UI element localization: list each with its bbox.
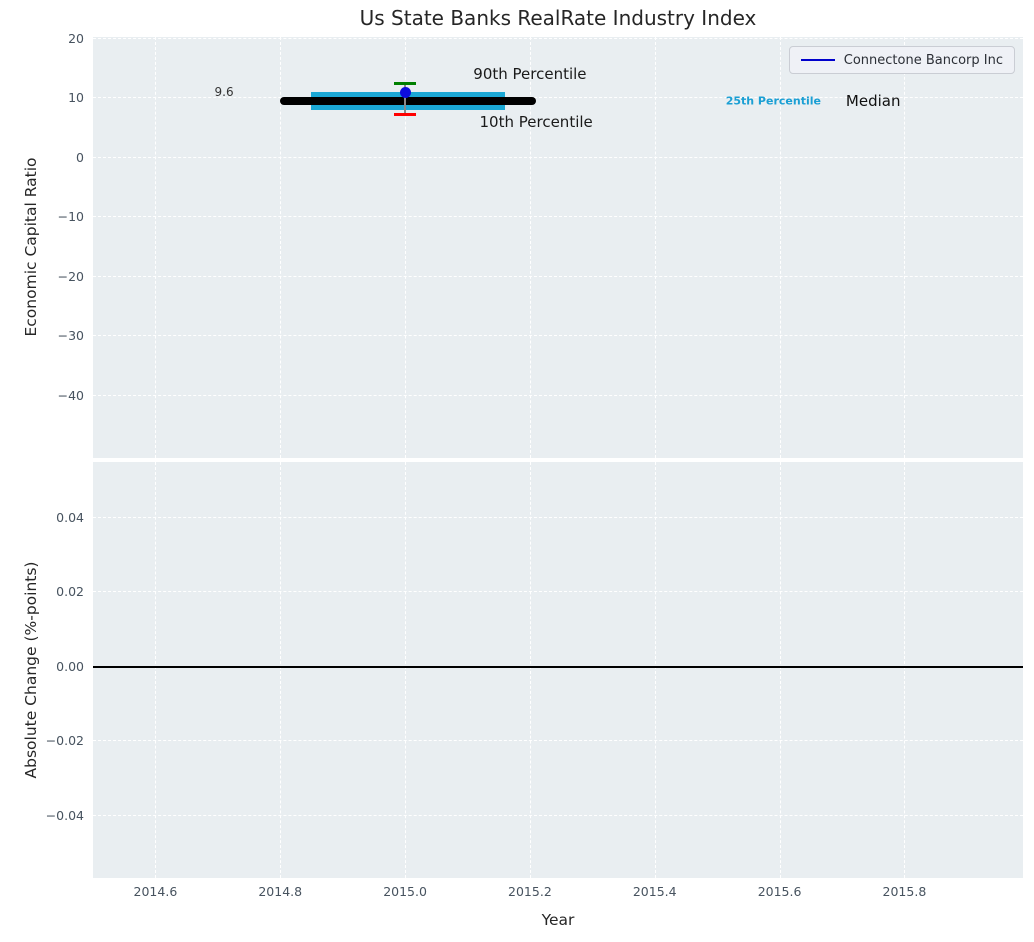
median-line <box>280 96 537 105</box>
annotation-10th-percentile: 10th Percentile <box>479 113 593 132</box>
gridline-vertical <box>529 37 531 458</box>
annotation-9-6: 9.6 <box>214 84 234 99</box>
whisker-line <box>404 83 406 115</box>
zero-line <box>93 665 1023 668</box>
y-tick-label: −30 <box>57 328 84 344</box>
x-tick-label: 2015.2 <box>508 884 552 899</box>
x-tick-label: 2014.6 <box>133 884 178 899</box>
x-tick-label: 2015.6 <box>757 884 802 899</box>
gridline-vertical <box>155 37 157 458</box>
company-point <box>399 86 411 98</box>
y-tick-label: −40 <box>57 387 84 403</box>
y-tick-label: 10 <box>68 90 84 106</box>
x-tick-label: 2014.8 <box>258 884 303 899</box>
gridline-vertical <box>779 462 781 878</box>
axes-absolute-change <box>93 462 1023 878</box>
chart-title: Us State Banks RealRate Industry Index <box>359 6 757 30</box>
annotation-90th-percentile: 90th Percentile <box>473 64 587 83</box>
x-axis-label-year: Year <box>541 911 575 929</box>
y-tick-label: −0.04 <box>45 807 84 823</box>
annotation-25th-percentile: 25th Percentile <box>725 94 821 108</box>
gridline-horizontal <box>93 37 1023 39</box>
x-tick-label: 2015.8 <box>882 884 927 899</box>
y-tick-label: 20 <box>68 30 84 46</box>
legend: Connectone Bancorp Inc <box>788 46 1015 74</box>
gridline-horizontal <box>93 335 1023 337</box>
x-tick-label: 2015.0 <box>383 884 427 899</box>
y-tick-label: −10 <box>57 209 84 225</box>
gridline-horizontal <box>93 394 1023 396</box>
gridline-horizontal <box>93 740 1023 742</box>
gridline-vertical <box>405 37 407 458</box>
gridline-vertical <box>779 37 781 458</box>
y-tick-label: 0.00 <box>56 658 84 674</box>
gridline-horizontal <box>93 97 1023 99</box>
gridline-horizontal <box>93 591 1023 593</box>
p90-cap <box>393 81 417 85</box>
gridline-vertical <box>654 462 656 878</box>
y-tick-label: 0.02 <box>56 584 84 600</box>
gridline-vertical <box>904 462 906 878</box>
gridline-horizontal <box>93 275 1023 277</box>
gridline-vertical <box>280 462 282 878</box>
gridline-horizontal <box>93 516 1023 518</box>
y-tick-label: −0.02 <box>45 733 84 749</box>
axes-economic-capital-ratio: Connectone Bancorp Inc 9.6 90th Percentil… <box>93 37 1023 458</box>
y-tick-label: −20 <box>57 268 84 284</box>
annotation-median: Median <box>845 92 901 111</box>
x-tick-label: 2015.4 <box>632 884 677 899</box>
gridline-horizontal <box>93 216 1023 218</box>
gridline-vertical <box>904 37 906 458</box>
y-tick-label: 0 <box>76 149 84 165</box>
legend-line-sample <box>800 58 835 62</box>
gridline-vertical <box>155 462 157 878</box>
gridline-vertical <box>405 462 407 878</box>
gridline-vertical <box>654 37 656 458</box>
gridline-vertical <box>529 462 531 878</box>
gridline-horizontal <box>93 156 1023 158</box>
p10-cap <box>393 112 417 116</box>
gridline-vertical <box>280 37 282 458</box>
gridline-horizontal <box>93 814 1023 816</box>
y-tick-label: 0.04 <box>56 509 84 525</box>
y-axis-label-economic-capital-ratio: Economic Capital Ratio <box>22 157 40 337</box>
legend-label: Connectone Bancorp Inc <box>843 52 1003 68</box>
